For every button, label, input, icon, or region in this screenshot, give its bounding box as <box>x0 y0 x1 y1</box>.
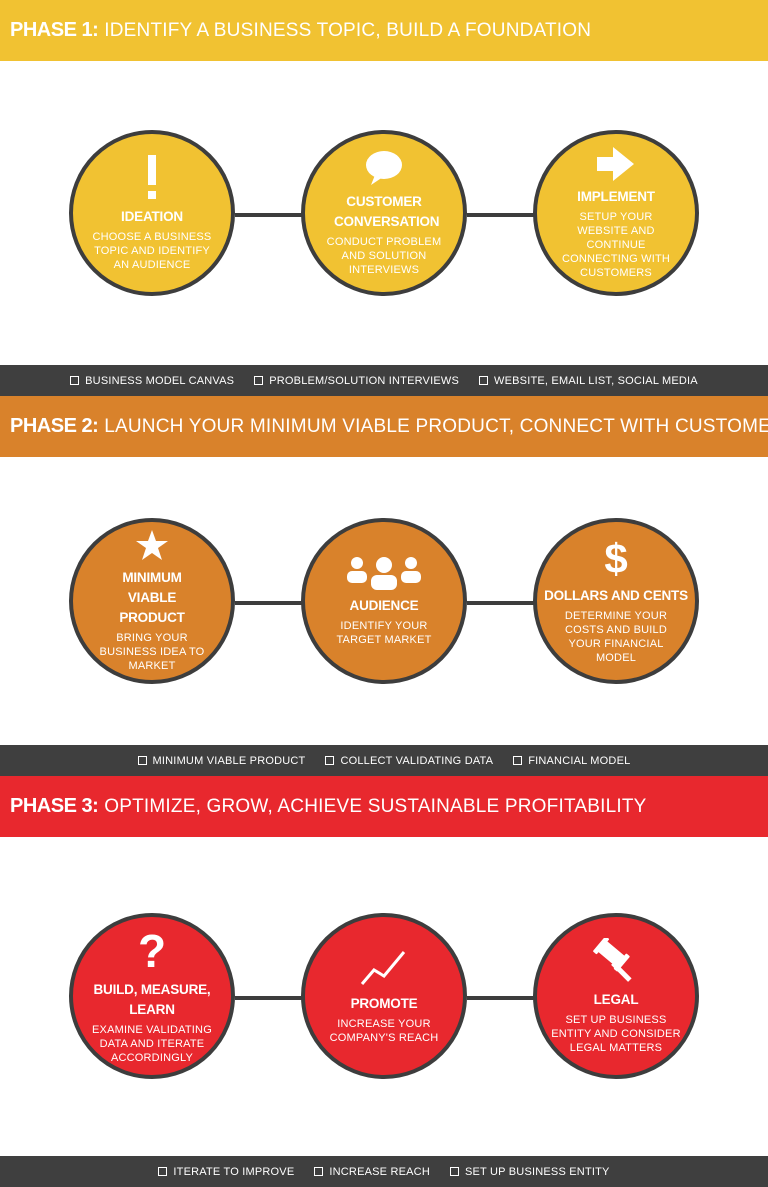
checkbox-icon <box>449 1167 459 1176</box>
checkbox-icon <box>70 376 80 385</box>
connector <box>467 601 537 605</box>
step-title: DOLLARS AND CENTS <box>544 587 688 603</box>
phase-2-resources: MINIMUM VIABLE PRODUCT COLLECT VALIDATIN… <box>0 745 768 776</box>
step-dollars-and-cents: $ DOLLARS AND CENTS DETERMINE YOUR COSTS… <box>533 518 699 684</box>
step-description: SET UP BUSINESS ENTITY AND CONSIDER LEGA… <box>551 1013 681 1054</box>
resource-label: WEBSITE, EMAIL LIST, SOCIAL MEDIA <box>494 374 698 387</box>
star-icon <box>135 529 169 562</box>
step-title: CUSTOMER CONVERSATION <box>334 193 440 229</box>
step-build-measure-learn: ? BUILD, MEASURE, LEARN EXAMINE VALIDATI… <box>69 913 235 1079</box>
resource-label: BUSINESS MODEL CANVAS <box>85 374 235 387</box>
step-legal: LEGAL SET UP BUSINESS ENTITY AND CONSIDE… <box>533 913 699 1079</box>
gavel-icon <box>592 937 640 984</box>
step-ideation: IDEATION CHOOSE A BUSINESS TOPIC AND IDE… <box>69 130 235 296</box>
arrow-right-icon <box>597 146 635 181</box>
step-description: SETUP YOUR WEBSITE AND CONTINUE CONNECTI… <box>561 210 671 279</box>
step-description: BRING YOUR BUSINESS IDEA TO MARKET <box>99 631 205 672</box>
phase-title: OPTIMIZE, GROW, ACHIEVE SUSTAINABLE PROF… <box>104 795 647 817</box>
step-title: LEGAL <box>593 991 639 1007</box>
resource-label: INCREASE REACH <box>329 1165 430 1178</box>
resource-label: PROBLEM/SOLUTION INTERVIEWS <box>269 374 460 387</box>
step-customer-conversation: CUSTOMER CONVERSATION CONDUCT PROBLEM AN… <box>301 130 467 296</box>
step-implement: IMPLEMENT SETUP YOUR WEBSITE AND CONTINU… <box>533 130 699 296</box>
resource-label: FINANCIAL MODEL <box>528 754 631 767</box>
resource-label: COLLECT VALIDATING DATA <box>340 754 494 767</box>
trend-line-icon <box>360 948 408 988</box>
phase-2-header: PHASE 2: LAUNCH YOUR MINIMUM VIABLE PROD… <box>0 396 768 457</box>
step-title: AUDIENCE <box>349 597 419 613</box>
resource-item: ITERATE TO IMPROVE <box>158 1166 294 1178</box>
step-promote: PROMOTE INCREASE YOUR COMPANY'S REACH <box>301 913 467 1079</box>
people-icon <box>346 556 422 590</box>
connector <box>235 213 305 217</box>
resource-item: PROBLEM/SOLUTION INTERVIEWS <box>254 375 459 387</box>
connector <box>235 601 305 605</box>
step-description: INCREASE YOUR COMPANY'S REACH <box>329 1017 439 1044</box>
resource-label: MINIMUM VIABLE PRODUCT <box>152 754 306 767</box>
step-title: BUILD, MEASURE, LEARN <box>93 981 211 1017</box>
phase-2-steps: MINIMUM VIABLE PRODUCT BRING YOUR BUSINE… <box>0 518 768 688</box>
checkbox-icon <box>479 376 489 385</box>
step-title: PROMOTE <box>350 995 418 1011</box>
connector <box>467 996 537 1000</box>
resource-label: SET UP BUSINESS ENTITY <box>464 1165 610 1178</box>
phase-label: PHASE 3: <box>10 795 99 817</box>
resource-item: SET UP BUSINESS ENTITY <box>449 1165 610 1178</box>
step-description: EXAMINE VALIDATING DATA AND ITERATE ACCO… <box>92 1023 212 1064</box>
phase-1-resources: BUSINESS MODEL CANVAS PROBLEM/SOLUTION I… <box>0 365 768 396</box>
phase-1-steps: IDEATION CHOOSE A BUSINESS TOPIC AND IDE… <box>0 130 768 300</box>
step-title: IDEATION <box>121 208 183 224</box>
step-title: MINIMUM VIABLE PRODUCT <box>119 569 185 625</box>
exclamation-icon <box>142 154 162 201</box>
step-description: DETERMINE YOUR COSTS AND BUILD YOUR FINA… <box>564 609 668 664</box>
resource-item: FINANCIAL MODEL <box>513 755 630 767</box>
checkbox-icon <box>513 756 523 765</box>
connector <box>467 213 537 217</box>
phase-title: LAUNCH YOUR MINIMUM VIABLE PRODUCT, CONN… <box>104 415 768 437</box>
step-title: IMPLEMENT <box>577 188 655 204</box>
step-audience: AUDIENCE IDENTIFY YOUR TARGET MARKET <box>301 518 467 684</box>
phase-1-header: PHASE 1: IDENTIFY A BUSINESS TOPIC, BUIL… <box>0 0 768 61</box>
checkbox-icon <box>314 1167 324 1176</box>
phase-3-header: PHASE 3: OPTIMIZE, GROW, ACHIEVE SUSTAIN… <box>0 776 768 837</box>
checkbox-icon <box>158 1167 168 1176</box>
resource-item: INCREASE REACH <box>314 1166 430 1178</box>
connector <box>235 996 305 1000</box>
question-mark-icon: ? <box>137 924 167 977</box>
resource-item: COLLECT VALIDATING DATA <box>325 755 493 767</box>
step-description: CHOOSE A BUSINESS TOPIC AND IDENTIFY AN … <box>92 230 212 271</box>
checkbox-icon <box>137 756 147 765</box>
phase-title: IDENTIFY A BUSINESS TOPIC, BUILD A FOUND… <box>104 19 592 41</box>
checkbox-icon <box>254 376 264 385</box>
dollar-icon: $ <box>604 534 628 582</box>
step-description: IDENTIFY YOUR TARGET MARKET <box>336 619 432 646</box>
step-minimum-viable-product: MINIMUM VIABLE PRODUCT BRING YOUR BUSINE… <box>69 518 235 684</box>
checkbox-icon <box>325 756 335 765</box>
resource-label: ITERATE TO IMPROVE <box>173 1165 295 1178</box>
phase-label: PHASE 2: <box>10 415 99 437</box>
step-description: CONDUCT PROBLEM AND SOLUTION INTERVIEWS <box>326 235 442 276</box>
phase-3-steps: ? BUILD, MEASURE, LEARN EXAMINE VALIDATI… <box>0 913 768 1083</box>
phase-3-resources: ITERATE TO IMPROVE INCREASE REACH SET UP… <box>0 1156 768 1187</box>
speech-bubble-icon <box>365 150 403 186</box>
phase-label: PHASE 1: <box>10 19 99 41</box>
resource-item: MINIMUM VIABLE PRODUCT <box>137 754 306 767</box>
resource-item: BUSINESS MODEL CANVAS <box>70 375 234 387</box>
resource-item: WEBSITE, EMAIL LIST, SOCIAL MEDIA <box>479 375 698 387</box>
